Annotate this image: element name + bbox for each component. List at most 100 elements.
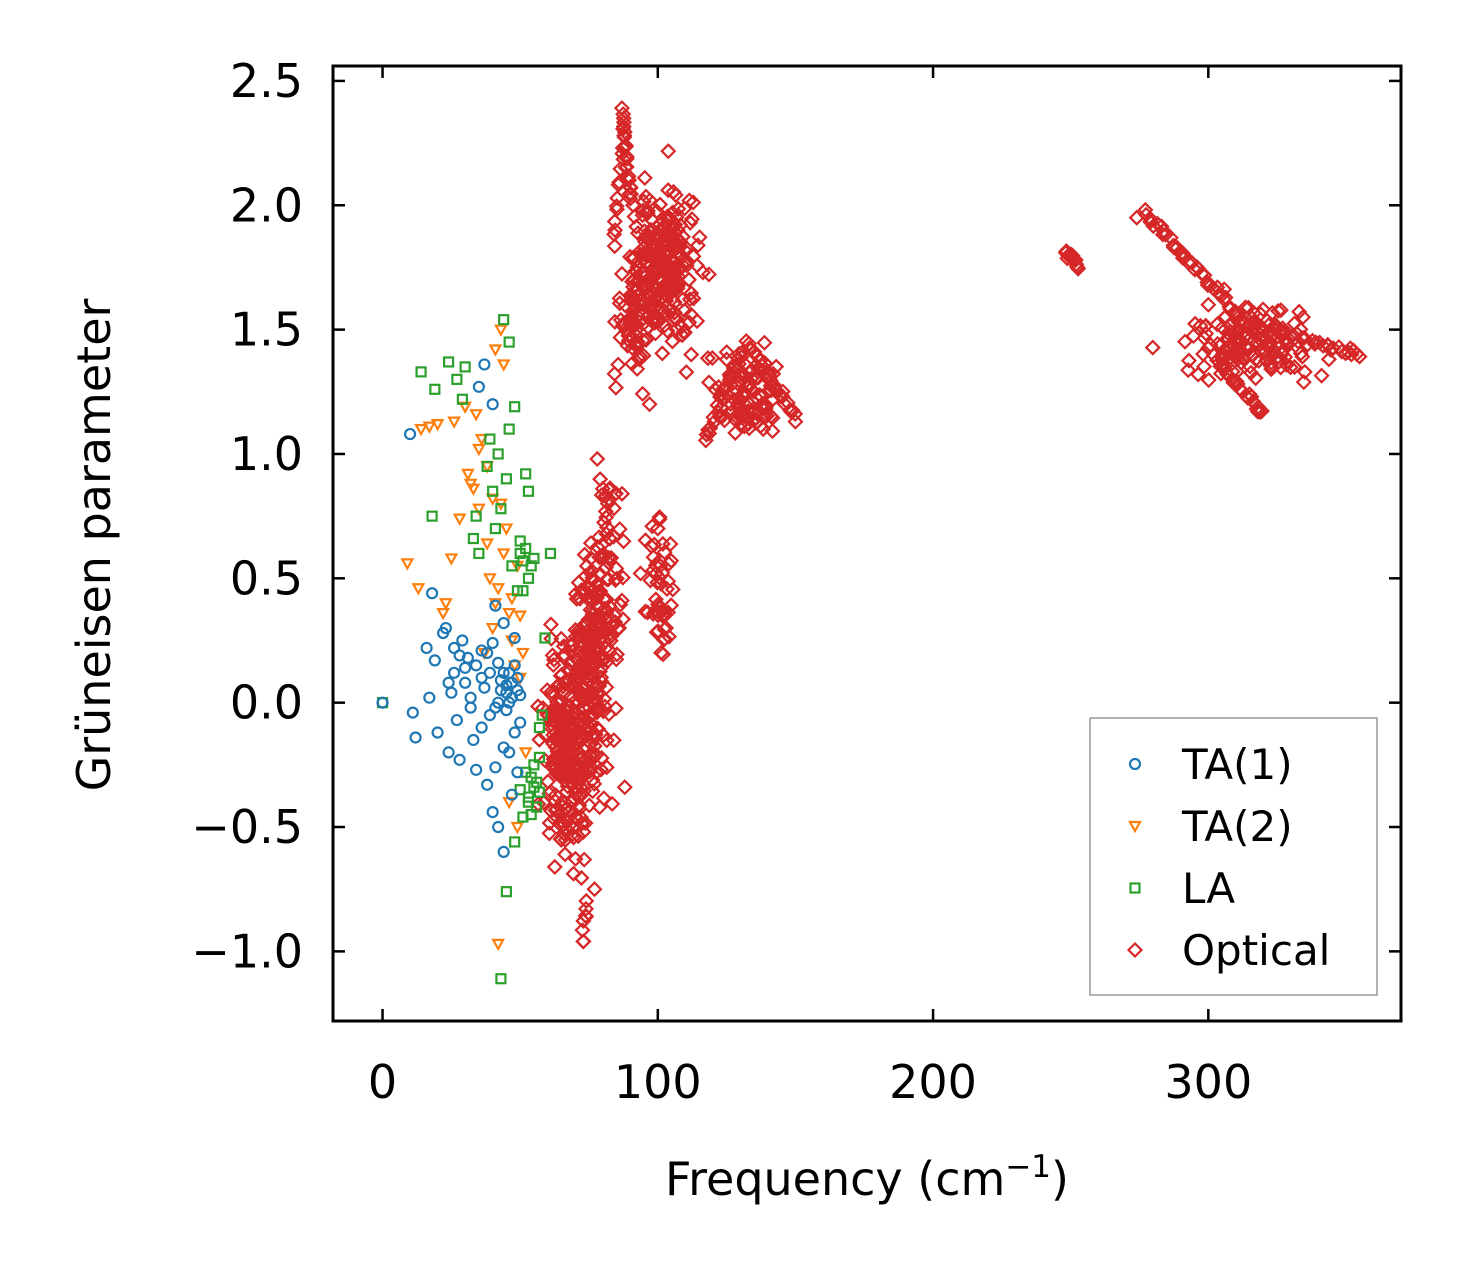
point-optical [548, 694, 566, 711]
point-ta-2- [510, 821, 525, 835]
point-optical [649, 574, 666, 591]
point-optical [700, 374, 718, 391]
point-optical [586, 775, 603, 792]
point-ta-2- [447, 416, 461, 429]
point-optical [558, 783, 575, 800]
point-optical [729, 409, 746, 426]
point-la [522, 485, 535, 497]
point-optical [665, 183, 682, 200]
point-optical [648, 236, 665, 253]
point-optical [1200, 296, 1217, 313]
point-optical [1253, 402, 1270, 420]
point-la [498, 314, 510, 326]
point-ta-1- [464, 701, 477, 714]
point-optical [612, 329, 629, 346]
point-optical [665, 259, 682, 276]
point-optical [739, 403, 757, 420]
point-optical [626, 315, 643, 332]
series-ta-1- [376, 358, 527, 858]
point-optical [611, 174, 628, 191]
point-ta-2- [488, 344, 503, 357]
point-optical [1270, 302, 1287, 320]
point-ta-1- [442, 746, 455, 759]
point-la [467, 532, 479, 545]
point-optical [575, 823, 592, 840]
point-optical [1225, 343, 1242, 360]
point-optical [608, 198, 625, 215]
point-optical [631, 351, 648, 368]
point-ta-2- [411, 583, 426, 596]
legend-entry: LA [1129, 864, 1235, 913]
point-optical [614, 569, 631, 586]
point-ta-2- [444, 553, 459, 566]
point-optical [669, 277, 686, 295]
point-la [528, 552, 540, 565]
legend-marker [1128, 820, 1142, 834]
point-optical [640, 247, 657, 264]
point-optical [1192, 317, 1209, 334]
point-optical [1240, 299, 1257, 316]
point-ta-2- [491, 583, 506, 596]
point-la [503, 423, 515, 435]
point-optical [757, 399, 774, 417]
point-la [500, 473, 513, 485]
series-optical [529, 100, 1368, 950]
point-optical [548, 801, 565, 818]
point-optical [612, 311, 629, 329]
point-optical [1296, 363, 1313, 380]
point-optical [787, 413, 804, 430]
point-optical [1292, 345, 1309, 362]
point-optical [679, 253, 696, 270]
point-la [522, 796, 535, 808]
point-ta-2- [414, 423, 428, 437]
point-optical [613, 265, 631, 282]
point-optical [650, 285, 667, 302]
point-optical [1254, 301, 1272, 318]
point-optical [668, 245, 685, 262]
point-optical [645, 605, 662, 622]
point-la [514, 535, 526, 547]
point-ta-1- [475, 671, 488, 684]
point-optical [541, 814, 558, 832]
point-optical [768, 358, 785, 375]
point-optical [1272, 302, 1289, 319]
point-ta-1- [453, 753, 466, 766]
point-optical [624, 355, 641, 372]
point-optical [546, 858, 563, 875]
point-optical [766, 377, 783, 394]
point-optical [1325, 340, 1342, 357]
point-la [426, 510, 438, 522]
point-optical [1247, 335, 1265, 352]
point-optical [657, 282, 674, 299]
point-optical [704, 349, 721, 367]
point-ta-2- [466, 483, 481, 497]
point-optical [660, 182, 677, 199]
y-tick-label: 1.5 [230, 303, 303, 357]
point-optical [659, 322, 676, 339]
point-optical [641, 232, 658, 250]
point-optical [1219, 325, 1236, 342]
point-ta-1- [494, 684, 508, 697]
point-optical [615, 110, 632, 127]
point-optical [664, 333, 681, 350]
point-optical [614, 611, 632, 628]
point-optical [594, 609, 611, 626]
point-optical [572, 770, 589, 787]
point-ta-1- [511, 671, 524, 684]
point-optical [663, 552, 680, 569]
point-optical [1241, 358, 1258, 375]
y-tick-label: 0.5 [230, 551, 303, 605]
point-la [481, 460, 493, 473]
point-optical [546, 703, 563, 720]
point-optical [583, 716, 600, 733]
point-optical [676, 302, 693, 319]
point-optical [629, 360, 646, 377]
point-optical [1278, 356, 1295, 374]
point-optical [591, 677, 608, 695]
point-ta-2- [496, 359, 511, 372]
point-optical [656, 544, 673, 561]
point-ta-1- [406, 706, 419, 719]
point-optical [664, 581, 681, 598]
x-tick-label: 0 [368, 1055, 397, 1109]
point-optical [730, 350, 747, 367]
